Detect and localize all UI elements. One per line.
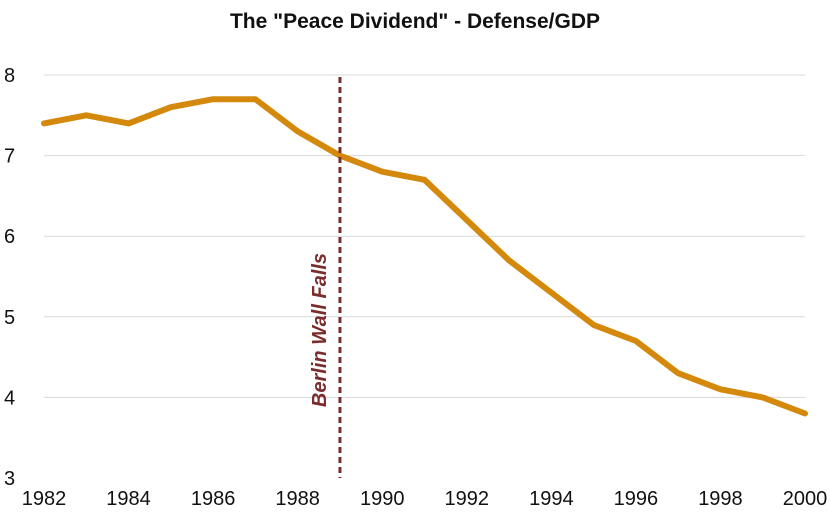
y-tick-label: 7 (4, 146, 15, 168)
x-tick-label: 2000 (783, 488, 828, 510)
y-tick-label: 8 (4, 65, 15, 87)
annotations: Berlin Wall Falls (309, 77, 342, 478)
y-axis-ticks: 3 4 5 6 7 8 (4, 65, 15, 490)
y-tick-label: 3 (4, 468, 15, 490)
x-tick-label: 1984 (106, 488, 151, 510)
x-tick-label: 1996 (614, 488, 659, 510)
annotation-label: Berlin Wall Falls (309, 253, 331, 407)
series-line-0 (41, 96, 808, 417)
x-tick-label: 1992 (445, 488, 490, 510)
gridlines (44, 74, 805, 398)
y-tick-label: 4 (4, 387, 15, 409)
x-tick-label: 1998 (698, 488, 743, 510)
y-tick-label: 5 (4, 307, 15, 329)
x-axis-ticks: 1982 1984 1986 1988 1990 1992 1994 1996 1998 2000 (22, 488, 828, 510)
x-tick-label: 1990 (360, 488, 405, 510)
x-tick-label: 1982 (22, 488, 67, 510)
x-tick-label: 1994 (529, 488, 574, 510)
x-tick-label: 1986 (191, 488, 236, 510)
series-group (41, 96, 808, 417)
x-tick-label: 1988 (275, 488, 320, 510)
chart-title: The "Peace Dividend" - Defense/GDP (230, 10, 600, 33)
y-tick-label: 6 (4, 226, 15, 248)
